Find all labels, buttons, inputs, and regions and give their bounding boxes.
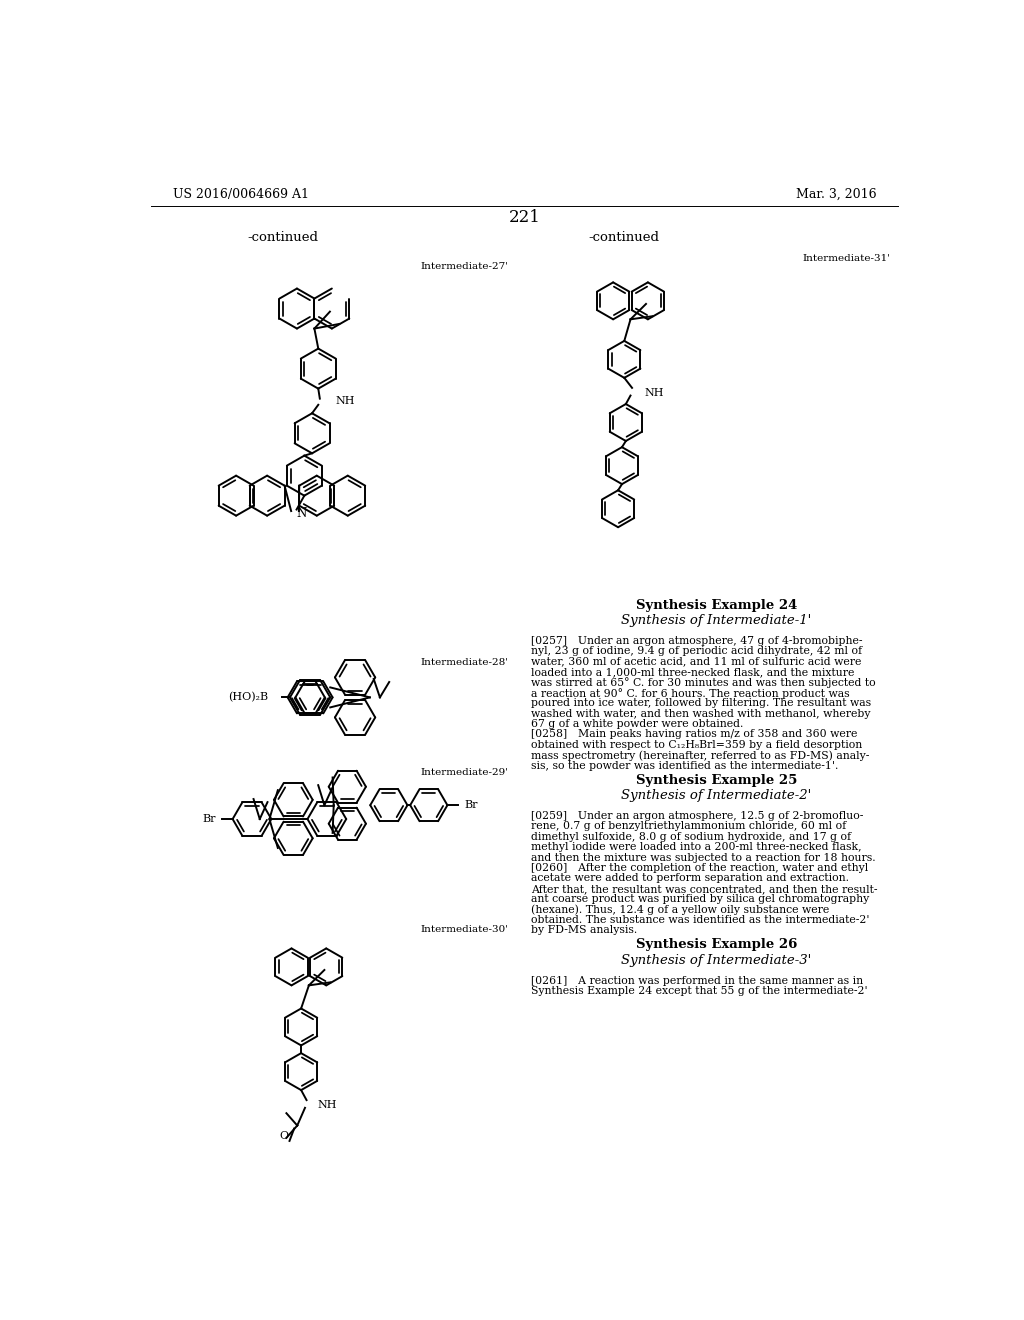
Text: [0259] Under an argon atmosphere, 12.5 g of 2-bromofluo-: [0259] Under an argon atmosphere, 12.5 g… bbox=[531, 810, 863, 821]
Text: NH: NH bbox=[644, 388, 664, 399]
Text: NH: NH bbox=[317, 1101, 337, 1110]
Text: mass spectrometry (hereinafter, referred to as FD-MS) analy-: mass spectrometry (hereinafter, referred… bbox=[531, 750, 869, 760]
Text: obtained with respect to C₁₂H₈Brl=359 by a field desorption: obtained with respect to C₁₂H₈Brl=359 by… bbox=[531, 739, 862, 750]
Text: Intermediate-29': Intermediate-29' bbox=[421, 768, 509, 777]
Text: (hexane). Thus, 12.4 g of a yellow oily substance were: (hexane). Thus, 12.4 g of a yellow oily … bbox=[531, 904, 829, 915]
Text: Synthesis Example 25: Synthesis Example 25 bbox=[636, 774, 797, 787]
Text: N: N bbox=[296, 507, 306, 520]
Text: US 2016/0064669 A1: US 2016/0064669 A1 bbox=[173, 187, 309, 201]
Text: -continued: -continued bbox=[248, 231, 318, 244]
Text: 67 g of a white powder were obtained.: 67 g of a white powder were obtained. bbox=[531, 719, 743, 729]
Text: Intermediate-27': Intermediate-27' bbox=[421, 261, 509, 271]
Text: (HO)₂B: (HO)₂B bbox=[228, 692, 268, 702]
Text: Br: Br bbox=[202, 814, 216, 824]
Text: Mar. 3, 2016: Mar. 3, 2016 bbox=[796, 187, 877, 201]
Text: nyl, 23 g of iodine, 9.4 g of periodic acid dihydrate, 42 ml of: nyl, 23 g of iodine, 9.4 g of periodic a… bbox=[531, 647, 862, 656]
Text: by FD-MS analysis.: by FD-MS analysis. bbox=[531, 925, 637, 936]
Text: [0260] After the completion of the reaction, water and ethyl: [0260] After the completion of the react… bbox=[531, 863, 868, 873]
Text: a reaction at 90° C. for 6 hours. The reaction product was: a reaction at 90° C. for 6 hours. The re… bbox=[531, 688, 850, 698]
Text: obtained. The substance was identified as the intermediate-2': obtained. The substance was identified a… bbox=[531, 915, 869, 925]
Text: Synthesis of Intermediate-1': Synthesis of Intermediate-1' bbox=[622, 614, 811, 627]
Text: 221: 221 bbox=[509, 209, 541, 226]
Text: NH: NH bbox=[335, 396, 355, 407]
Text: [0258] Main peaks having ratios m/z of 358 and 360 were: [0258] Main peaks having ratios m/z of 3… bbox=[531, 730, 857, 739]
Text: was stirred at 65° C. for 30 minutes and was then subjected to: was stirred at 65° C. for 30 minutes and… bbox=[531, 677, 876, 688]
Text: -continued: -continued bbox=[589, 231, 659, 244]
Text: poured into ice water, followed by filtering. The resultant was: poured into ice water, followed by filte… bbox=[531, 698, 871, 708]
Text: washed with water, and then washed with methanol, whereby: washed with water, and then washed with … bbox=[531, 709, 870, 718]
Text: water, 360 ml of acetic acid, and 11 ml of sulfuric acid were: water, 360 ml of acetic acid, and 11 ml … bbox=[531, 656, 861, 667]
Text: dimethyl sulfoxide, 8.0 g of sodium hydroxide, and 17 g of: dimethyl sulfoxide, 8.0 g of sodium hydr… bbox=[531, 832, 851, 842]
Text: Synthesis of Intermediate-2': Synthesis of Intermediate-2' bbox=[622, 789, 811, 803]
Text: Synthesis Example 26: Synthesis Example 26 bbox=[636, 939, 797, 952]
Text: Synthesis Example 24 except that 55 g of the intermediate-2': Synthesis Example 24 except that 55 g of… bbox=[531, 986, 867, 997]
Text: rene, 0.7 g of benzyltriethylammonium chloride, 60 ml of: rene, 0.7 g of benzyltriethylammonium ch… bbox=[531, 821, 846, 832]
Text: Intermediate-28': Intermediate-28' bbox=[421, 659, 509, 667]
Text: [0257] Under an argon atmosphere, 47 g of 4-bromobiphe-: [0257] Under an argon atmosphere, 47 g o… bbox=[531, 636, 862, 645]
Text: sis, so the powder was identified as the intermediate-1'.: sis, so the powder was identified as the… bbox=[531, 760, 839, 771]
Text: After that, the resultant was concentrated, and then the result-: After that, the resultant was concentrat… bbox=[531, 884, 878, 894]
Text: [0261] A reaction was performed in the same manner as in: [0261] A reaction was performed in the s… bbox=[531, 975, 863, 986]
Text: loaded into a 1,000-ml three-necked flask, and the mixture: loaded into a 1,000-ml three-necked flas… bbox=[531, 667, 854, 677]
Text: ant coarse product was purified by silica gel chromatography: ant coarse product was purified by silic… bbox=[531, 894, 869, 904]
Text: and then the mixture was subjected to a reaction for 18 hours.: and then the mixture was subjected to a … bbox=[531, 853, 876, 862]
Text: Synthesis Example 24: Synthesis Example 24 bbox=[636, 598, 797, 611]
Text: methyl iodide were loaded into a 200-ml three-necked flask,: methyl iodide were loaded into a 200-ml … bbox=[531, 842, 861, 853]
Text: Br: Br bbox=[465, 800, 478, 810]
Text: O: O bbox=[280, 1130, 289, 1140]
Text: Intermediate-30': Intermediate-30' bbox=[421, 925, 509, 935]
Text: acetate were added to perform separation and extraction.: acetate were added to perform separation… bbox=[531, 874, 849, 883]
Text: Synthesis of Intermediate-3': Synthesis of Intermediate-3' bbox=[622, 954, 811, 966]
Text: Intermediate-31': Intermediate-31' bbox=[802, 253, 890, 263]
